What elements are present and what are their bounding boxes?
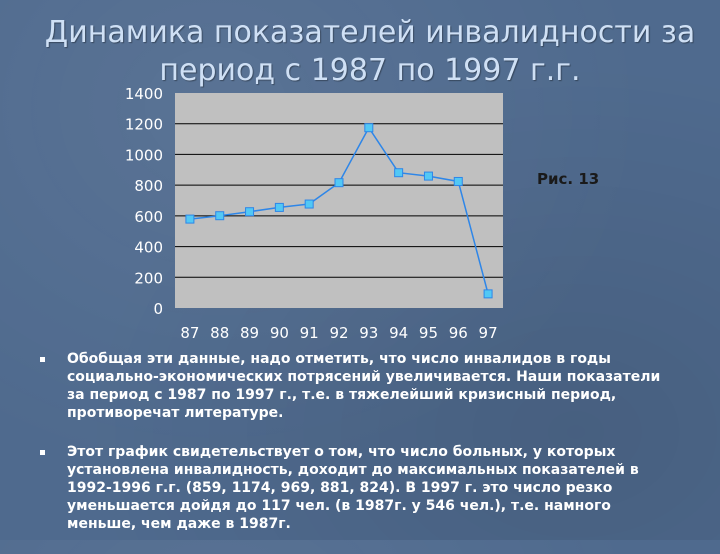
slide-title-line-1: Динамика показателей инвалидности за — [44, 15, 696, 50]
data-point — [364, 123, 374, 133]
bullet-square-icon — [40, 357, 45, 362]
y-tick-label: 400 — [134, 239, 163, 257]
data-point — [483, 289, 493, 299]
x-tick-label: 89 — [240, 324, 259, 342]
x-tick-label: 87 — [180, 324, 199, 342]
x-tick-label: 91 — [300, 324, 319, 342]
bullet-item-1: Обобщая эти данные, надо отметить, что ч… — [40, 350, 670, 422]
x-tick-label: 96 — [449, 324, 468, 342]
data-point — [394, 168, 404, 178]
y-tick-label: 1200 — [125, 116, 163, 134]
slide-title: Динамика показателей инвалидности за пер… — [40, 14, 700, 90]
x-tick-label: 95 — [419, 324, 438, 342]
data-point — [423, 171, 433, 181]
bullet-text-2: Этот график свидетельствует о том, что ч… — [67, 444, 639, 532]
y-axis-ticks: 0 200 400 600 800 1000 1200 1400 — [125, 85, 163, 318]
series-group — [185, 123, 493, 299]
chart: 0 200 400 600 800 1000 1200 1400 87 88 89 90 91 92 93… — [125, 85, 503, 342]
y-tick-label: 1000 — [125, 146, 163, 164]
x-tick-label: 92 — [329, 324, 348, 342]
x-tick-label: 97 — [479, 324, 498, 342]
bullet-list: Обобщая эти данные, надо отметить, что ч… — [40, 350, 670, 554]
x-axis-ticks: 87 88 89 90 91 92 93 94 95 96 97 — [180, 324, 497, 342]
data-point — [185, 214, 195, 224]
y-tick-label: 600 — [134, 208, 163, 226]
data-point — [334, 178, 344, 188]
x-tick-label: 93 — [359, 324, 378, 342]
figure-label: Рис. 13 — [537, 170, 600, 188]
bullet-item-2: Этот график свидетельствует о том, что ч… — [40, 443, 670, 533]
data-point — [304, 199, 314, 209]
data-point — [453, 176, 463, 186]
y-tick-label: 0 — [153, 300, 163, 318]
x-tick-label: 94 — [389, 324, 408, 342]
plot-area — [175, 93, 503, 308]
bullet-square-icon — [40, 450, 45, 455]
x-tick-label: 90 — [270, 324, 289, 342]
slide-title-line-2: период с 1987 по 1997 г.г. — [159, 53, 581, 88]
y-tick-label: 800 — [134, 177, 163, 195]
y-tick-label: 200 — [134, 269, 163, 287]
data-point — [245, 207, 255, 217]
y-tick-label: 1400 — [125, 85, 163, 103]
data-point — [215, 211, 225, 221]
x-tick-label: 88 — [210, 324, 229, 342]
bullet-text-1: Обобщая эти данные, надо отметить, что ч… — [67, 351, 661, 421]
data-point — [274, 202, 284, 212]
